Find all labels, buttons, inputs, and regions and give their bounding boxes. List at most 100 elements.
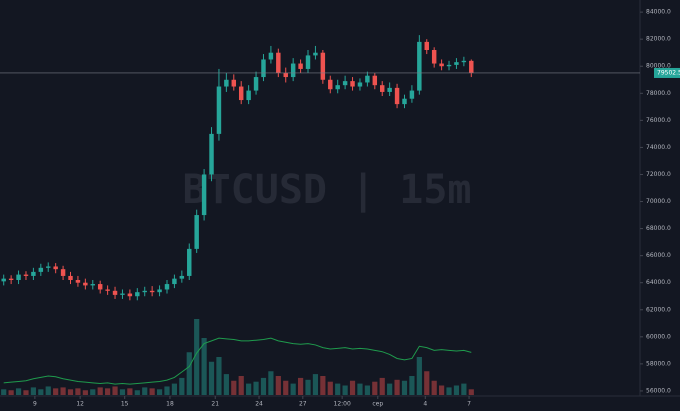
candle-body — [83, 282, 88, 286]
volume-bar — [82, 390, 88, 395]
volume-bar — [164, 386, 170, 395]
volume-bar — [171, 383, 178, 395]
candle-body — [157, 289, 162, 293]
candle-body — [194, 215, 199, 249]
y-tick-label: 64000.0 — [646, 279, 671, 286]
candle-body — [231, 79, 237, 87]
candle-body — [8, 278, 14, 280]
volume-bar — [53, 388, 59, 395]
volume-bar — [357, 383, 363, 395]
candle-body — [342, 81, 348, 86]
volume-bar — [60, 387, 66, 395]
x-tick-label: 21 — [211, 401, 219, 408]
volume-bar — [105, 388, 111, 395]
x-tick-label: 18 — [166, 401, 174, 408]
x-tick-label: 24 — [255, 401, 263, 408]
candle-body — [253, 77, 259, 91]
volume-bar — [194, 319, 200, 395]
volume-bar — [23, 390, 29, 395]
volume-bar — [112, 386, 118, 395]
candle-body — [46, 266, 51, 268]
candle-body — [454, 62, 459, 65]
volume-bar — [15, 388, 22, 395]
candle-body — [431, 50, 437, 64]
volume-bar — [335, 383, 341, 395]
candle-body — [305, 55, 311, 69]
y-tick-label: 84000.0 — [646, 9, 671, 16]
candle-body — [172, 278, 177, 285]
y-tick-label: 80000.0 — [646, 63, 671, 70]
candle-body — [216, 86, 222, 134]
volume-bar — [275, 376, 281, 395]
candle-body — [402, 98, 407, 105]
candle-body — [469, 60, 474, 73]
candle-body — [97, 284, 103, 290]
volume-bar — [179, 377, 185, 395]
x-tick-label: 12 — [76, 401, 84, 408]
candle-body — [90, 284, 95, 286]
volume-bar — [394, 379, 400, 395]
candle-body — [238, 86, 244, 101]
x-tick-label: 15 — [121, 401, 129, 408]
candle-body — [409, 90, 415, 99]
volume-bar — [30, 387, 36, 395]
last-price-tag — [654, 67, 680, 78]
x-tick-label: 12:00 — [334, 401, 351, 408]
y-tick-label: 56000.0 — [646, 387, 671, 394]
candle-body — [290, 63, 296, 78]
x-tick-label: 7 — [467, 401, 471, 408]
candle-body — [38, 267, 44, 272]
candle-body — [365, 75, 370, 83]
volume-bar — [156, 389, 163, 395]
x-tick-label: 27 — [299, 401, 307, 408]
candle-body — [105, 289, 110, 291]
volume-bar — [231, 380, 237, 395]
volume-bar — [446, 387, 452, 395]
candle-body — [417, 41, 422, 91]
y-tick-label: 68000.0 — [646, 225, 671, 232]
y-tick-label: 60000.0 — [646, 333, 671, 340]
volume-bar — [379, 377, 385, 395]
volume-bar — [186, 352, 192, 395]
volume-bar — [401, 380, 408, 395]
candle-body — [335, 85, 340, 90]
candle-body — [298, 63, 303, 69]
volume-bar — [38, 389, 44, 395]
candle-body — [224, 79, 229, 87]
volume-bar — [297, 377, 304, 395]
volume-bar — [246, 383, 252, 395]
x-tick-label: 9 — [33, 401, 37, 408]
candle-body — [53, 266, 58, 270]
y-tick-label: 74000.0 — [646, 144, 671, 151]
candle-body — [201, 174, 207, 216]
indicator-line — [3, 337, 472, 385]
y-tick-label: 66000.0 — [646, 252, 671, 259]
candle-body — [31, 271, 36, 276]
candle-body — [357, 82, 363, 87]
volume-bar — [290, 383, 296, 395]
candle-body — [320, 52, 326, 80]
volume-bar — [238, 376, 244, 395]
candle-body — [313, 52, 318, 56]
volume-bar — [327, 381, 333, 395]
volume-bar — [431, 380, 437, 395]
candle-body — [424, 41, 429, 50]
candle-body — [283, 73, 288, 78]
candle-body — [372, 75, 378, 86]
volume-bar — [387, 383, 393, 395]
candle-body — [60, 269, 66, 276]
candle-body — [276, 52, 281, 73]
watermark: BTCUSD | 15m — [183, 167, 472, 214]
candle-body — [187, 248, 192, 276]
candle-body — [261, 59, 266, 78]
candle-body — [328, 79, 333, 90]
candle-body — [127, 293, 133, 297]
candle-body — [164, 284, 170, 290]
candle-body — [142, 290, 147, 293]
candle-body — [120, 293, 125, 295]
y-tick-label: 78000.0 — [646, 90, 671, 97]
volume-bar — [468, 389, 474, 395]
volume-bar — [1, 389, 7, 395]
volume-bar — [97, 387, 103, 395]
y-tick-label: 58000.0 — [646, 360, 671, 367]
